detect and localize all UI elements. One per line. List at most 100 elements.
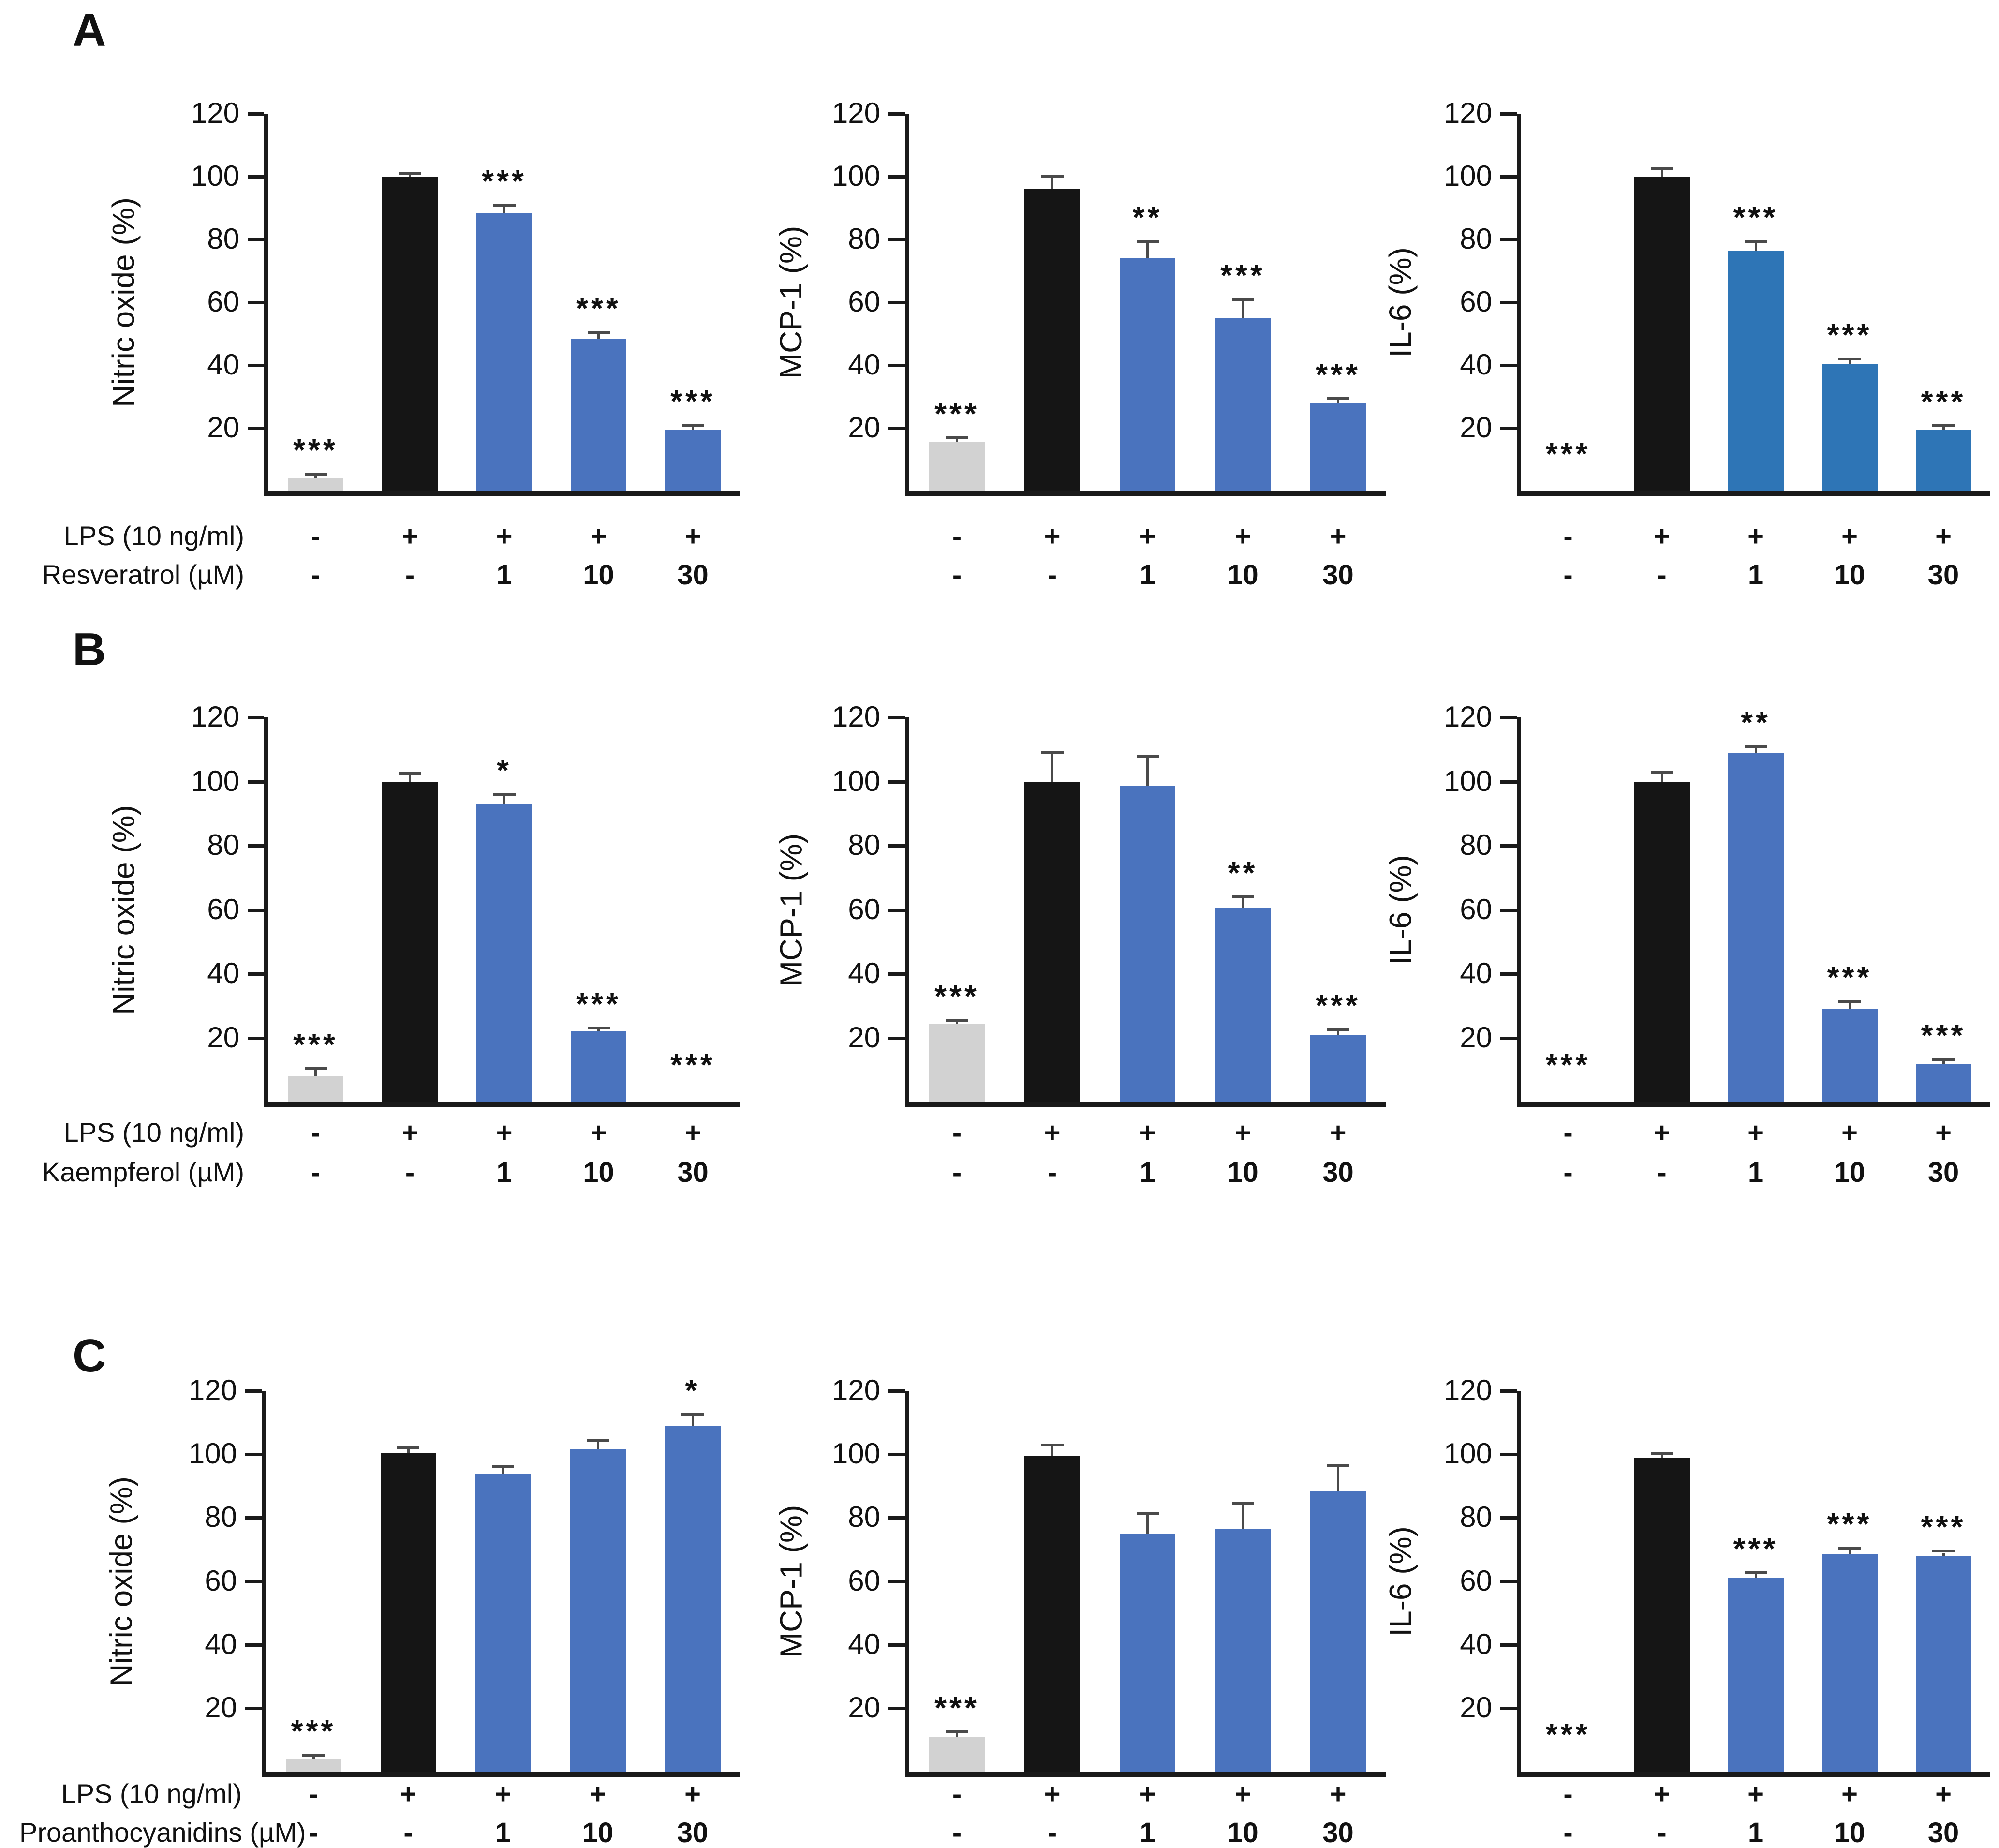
y-axis-title: Nitric oxide (%) xyxy=(104,1476,138,1686)
significance-label: *** xyxy=(1545,1717,1591,1752)
y-tick xyxy=(1500,238,1517,241)
y-axis xyxy=(1517,114,1521,496)
dose-value: 30 xyxy=(1322,1817,1354,1848)
y-tick xyxy=(888,716,905,719)
error-bar-stem xyxy=(1942,1061,1945,1064)
y-tick-label: 40 xyxy=(1460,1627,1492,1660)
dose-value: - xyxy=(311,1157,321,1188)
y-axis-title: IL-6 (%) xyxy=(1383,1526,1418,1637)
y-axis-title: MCP-1 (%) xyxy=(773,225,808,379)
y-tick xyxy=(248,716,264,719)
error-bar-cap xyxy=(1745,1571,1767,1575)
bar-30 xyxy=(665,1426,721,1772)
bar-ctrl xyxy=(1634,177,1690,491)
dose-value: 10 xyxy=(583,1157,614,1188)
bar-10 xyxy=(571,338,626,491)
y-tick xyxy=(1500,1516,1517,1520)
bar-10 xyxy=(1215,1529,1271,1772)
y-tick-label: 60 xyxy=(848,285,880,318)
lps-row-label: LPS (10 ng/ml) xyxy=(63,521,245,551)
error-bar-stem xyxy=(1848,1549,1851,1554)
error-bar-cap xyxy=(1932,1550,1955,1553)
y-tick xyxy=(888,238,905,241)
significance-label: *** xyxy=(1733,1531,1778,1566)
error-bar-cap xyxy=(1136,754,1159,758)
error-bar-cap xyxy=(587,1439,609,1443)
significance-label: *** xyxy=(576,986,621,1021)
significance-label: *** xyxy=(1316,987,1361,1023)
y-tick-label: 120 xyxy=(831,1374,880,1406)
y-axis xyxy=(905,1391,909,1777)
error-bar-stem xyxy=(409,175,411,177)
y-tick xyxy=(888,1706,905,1710)
significance-label: *** xyxy=(670,383,715,418)
y-tick-label: 60 xyxy=(205,1564,237,1597)
dose-value: - xyxy=(1657,1157,1667,1188)
bar-ctrl xyxy=(1634,781,1690,1102)
y-tick xyxy=(888,1036,905,1040)
lps-value: + xyxy=(1330,521,1347,552)
error-bar-stem xyxy=(503,796,505,804)
lps-row-label: LPS (10 ng/ml) xyxy=(63,1117,245,1148)
panel-label-b: B xyxy=(73,624,106,675)
bar-1 xyxy=(476,212,532,491)
y-tick xyxy=(245,1580,262,1583)
error-bar-cap xyxy=(493,203,516,207)
dose-value: - xyxy=(1657,1817,1667,1848)
y-tick xyxy=(1500,1580,1517,1583)
significance-label: *** xyxy=(1921,1018,1966,1053)
y-tick xyxy=(245,1643,262,1647)
error-bar-stem xyxy=(1337,1467,1339,1491)
dose-value: - xyxy=(405,1157,415,1188)
significance-label: *** xyxy=(293,432,338,467)
lps-value: + xyxy=(1654,1117,1670,1148)
y-tick xyxy=(1500,972,1517,976)
bar-1 xyxy=(1120,258,1175,491)
y-tick-label: 20 xyxy=(1460,411,1492,444)
x-axis xyxy=(905,1772,1386,1777)
y-tick xyxy=(888,112,905,116)
bar-1 xyxy=(1728,250,1784,491)
bar-30 xyxy=(1915,1556,1971,1772)
y-tick xyxy=(248,908,264,912)
y-tick-label: 40 xyxy=(207,348,239,381)
lps-value: - xyxy=(1563,1778,1573,1810)
plot-area: 20 40 60 80 100 120 Nitric oxide (%) *** - - + - ***… xyxy=(42,99,740,591)
dose-value: 10 xyxy=(1834,1817,1866,1848)
y-tick-label: 100 xyxy=(831,1437,880,1470)
bar-1 xyxy=(475,1473,531,1772)
y-tick-label: 60 xyxy=(848,1564,880,1597)
y-tick-label: 20 xyxy=(207,1021,239,1054)
dose-value: - xyxy=(309,1817,318,1848)
y-tick xyxy=(1500,1706,1517,1710)
bar-30 xyxy=(1310,403,1366,491)
error-bar-stem xyxy=(1242,300,1244,318)
plot-area: 20 40 60 80 100 120 MCP-1 (%) *** - - + - ** +1 *** +10… xyxy=(773,99,1386,591)
bar-30 xyxy=(1915,430,1971,491)
y-tick-label: 40 xyxy=(1460,348,1492,381)
lps-value: + xyxy=(1841,1117,1858,1148)
error-bar-cap xyxy=(1327,397,1349,400)
lps-value: + xyxy=(401,521,418,552)
significance-label: *** xyxy=(1545,1047,1591,1082)
error-bar-cap xyxy=(681,1413,704,1416)
y-tick-label: 20 xyxy=(848,411,880,444)
y-tick-label: 120 xyxy=(1443,97,1492,129)
significance-label: *** xyxy=(482,163,527,198)
bar-ctrl xyxy=(382,177,438,491)
y-tick-label: 80 xyxy=(205,1501,237,1534)
error-bar-cap xyxy=(399,172,421,175)
dose-value: 10 xyxy=(1834,559,1866,591)
error-bar-cap xyxy=(1651,167,1673,170)
y-tick xyxy=(248,112,264,116)
y-tick-label: 40 xyxy=(848,1627,880,1660)
significance-label: *** xyxy=(1316,357,1361,392)
error-bar-cap xyxy=(1745,239,1767,243)
y-tick-label: 80 xyxy=(1460,223,1492,255)
lps-value: + xyxy=(1935,521,1952,552)
dose-value: - xyxy=(952,1817,962,1848)
lps-value: + xyxy=(1234,521,1251,552)
y-tick-label: 100 xyxy=(191,764,239,797)
significance-label: *** xyxy=(1827,1506,1872,1541)
chart-a-mcp-1: 20 40 60 80 100 120 MCP-1 (%) *** - - + - ** +1 *** +10… xyxy=(773,99,1386,591)
